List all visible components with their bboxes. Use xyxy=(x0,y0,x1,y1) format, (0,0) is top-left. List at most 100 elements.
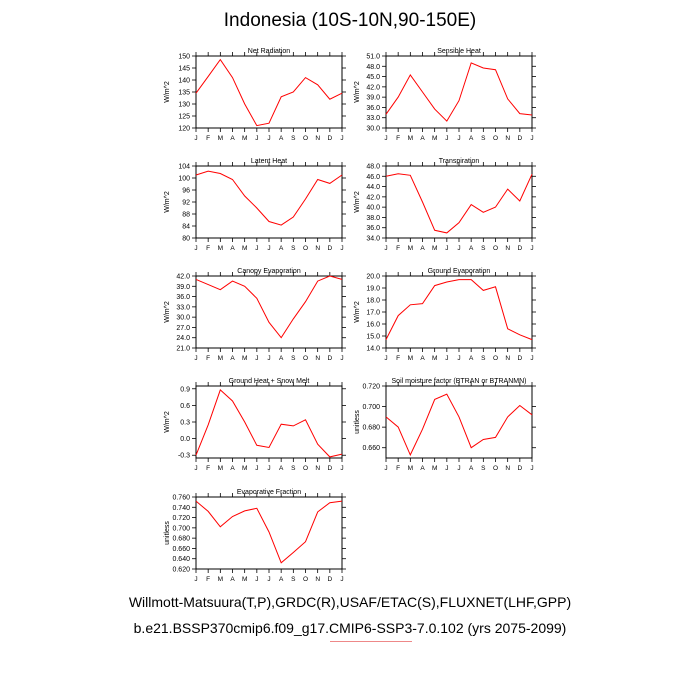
x-tick-label: F xyxy=(206,465,210,472)
series-line xyxy=(385,279,533,341)
y-tick-label: 33.0 xyxy=(366,115,380,122)
y-tick-label: 130 xyxy=(178,102,190,109)
x-tick-label: J xyxy=(457,465,460,472)
x-tick-label: O xyxy=(493,245,498,252)
y-tick-label: 30.0 xyxy=(366,126,380,133)
y-tick-label: 38.0 xyxy=(366,215,380,222)
plot-frame xyxy=(385,55,533,129)
x-tick-label: M xyxy=(242,135,247,142)
x-tick-label: M xyxy=(242,465,247,472)
y-tick-label: 39.0 xyxy=(366,95,380,102)
x-tick-label: D xyxy=(327,465,332,472)
panel-title: Latent Heat xyxy=(251,158,287,165)
y-tick-label: 36.0 xyxy=(366,225,380,232)
plot-frame xyxy=(385,385,533,459)
series-line xyxy=(195,389,343,458)
y-tick-label: 0.9 xyxy=(180,386,190,393)
x-tick-label: A xyxy=(279,355,284,362)
x-tick-label: A xyxy=(230,465,235,472)
x-tick-label: M xyxy=(432,245,437,252)
y-tick-label: 14.0 xyxy=(366,346,380,353)
y-tick-label: 27.0 xyxy=(176,325,190,332)
y-tick-label: 51.0 xyxy=(366,54,380,61)
x-tick-label: N xyxy=(505,135,510,142)
y-tick-label: 96 xyxy=(182,188,190,195)
y-tick-label: 125 xyxy=(178,114,190,121)
x-tick-label: J xyxy=(530,245,533,252)
x-tick-label: J xyxy=(267,576,270,583)
y-tick-label: 0.620 xyxy=(172,567,190,574)
footer-line-2: b.e21.BSSP370cmip6.f09_g17.CMIP6-SSP3-7.… xyxy=(133,620,567,636)
y-tick-label: 36.0 xyxy=(366,105,380,112)
series-line xyxy=(195,170,343,226)
y-tick-label: 92 xyxy=(182,200,190,207)
y-tick-label: 21.0 xyxy=(176,346,190,353)
x-tick-label: D xyxy=(517,465,522,472)
y-tick-label: 48.0 xyxy=(366,164,380,171)
chart-panel-4: Transpiration W/m^2 34.0 36.0 38.0 40.0 42.0 44… xyxy=(354,158,536,252)
x-tick-label: J xyxy=(384,465,387,472)
x-tick-label: O xyxy=(303,465,308,472)
x-tick-label: M xyxy=(408,245,413,252)
panel-title: Sensible Heat xyxy=(437,48,481,55)
x-tick-label: M xyxy=(432,135,437,142)
panel-title: Transpiration xyxy=(439,158,480,165)
x-tick-label: O xyxy=(303,245,308,252)
chart-panel-1: Net Radiation W/m^2 120 125 130 135 140 145 150 J… xyxy=(164,48,346,142)
x-tick-label: J xyxy=(384,245,387,252)
x-tick-label: J xyxy=(194,245,197,252)
y-tick-label: 0.740 xyxy=(172,505,190,512)
x-tick-label: F xyxy=(206,245,210,252)
y-tick-label: 150 xyxy=(178,54,190,61)
y-tick-label: 44.0 xyxy=(366,184,380,191)
x-tick-label: A xyxy=(469,135,474,142)
chart-panel-7: Ground Heat + Snow Melt W/m^2 -0.3 0.0 0.3 0.… xyxy=(164,378,346,472)
x-tick-label: J xyxy=(530,135,533,142)
x-tick-label: F xyxy=(396,355,400,362)
x-tick-label: S xyxy=(291,465,296,472)
y-axis-label: W/m^2 xyxy=(164,191,171,213)
series-line xyxy=(195,275,343,339)
x-tick-label: J xyxy=(530,355,533,362)
x-tick-label: J xyxy=(384,135,387,142)
x-tick-label: A xyxy=(279,135,284,142)
y-tick-label: 135 xyxy=(178,90,190,97)
panel-title: Ground Evaporation xyxy=(428,268,491,275)
y-tick-label: 104 xyxy=(178,164,190,171)
x-tick-label: F xyxy=(396,135,400,142)
x-tick-label: F xyxy=(206,355,210,362)
panel-title: Evaporative Fraction xyxy=(237,489,301,496)
x-tick-label: A xyxy=(420,245,425,252)
x-tick-label: J xyxy=(194,465,197,472)
x-tick-label: N xyxy=(505,355,510,362)
x-tick-label: M xyxy=(218,245,223,252)
x-tick-label: N xyxy=(315,465,320,472)
x-tick-label: O xyxy=(493,465,498,472)
y-tick-label: 18.0 xyxy=(366,298,380,305)
x-tick-label: S xyxy=(291,576,296,583)
x-tick-label: S xyxy=(291,135,296,142)
chart-panel-8: Soil moisture factor (BTRAN or BTRANMN) u… xyxy=(354,378,536,472)
x-tick-label: M xyxy=(242,355,247,362)
y-tick-label: 0.0 xyxy=(180,436,190,443)
x-tick-label: A xyxy=(469,245,474,252)
x-tick-label: M xyxy=(432,465,437,472)
y-tick-label: 36.0 xyxy=(176,294,190,301)
x-tick-label: F xyxy=(396,245,400,252)
x-tick-label: J xyxy=(445,465,448,472)
x-tick-label: M xyxy=(408,465,413,472)
x-tick-label: D xyxy=(327,135,332,142)
y-axis-label: W/m^2 xyxy=(164,81,171,103)
x-tick-label: J xyxy=(194,576,197,583)
chart-panel-9: Evaporative Fraction unitless 0.620 0.640 0.… xyxy=(164,489,346,583)
y-tick-label: 0.760 xyxy=(172,495,190,502)
x-tick-label: F xyxy=(206,135,210,142)
plot-frame xyxy=(385,275,533,349)
x-tick-label: N xyxy=(505,245,510,252)
x-tick-label: N xyxy=(315,355,320,362)
x-tick-label: A xyxy=(230,355,235,362)
x-tick-label: J xyxy=(340,355,343,362)
x-tick-label: J xyxy=(194,355,197,362)
x-tick-label: J xyxy=(457,245,460,252)
series-line xyxy=(385,393,533,457)
